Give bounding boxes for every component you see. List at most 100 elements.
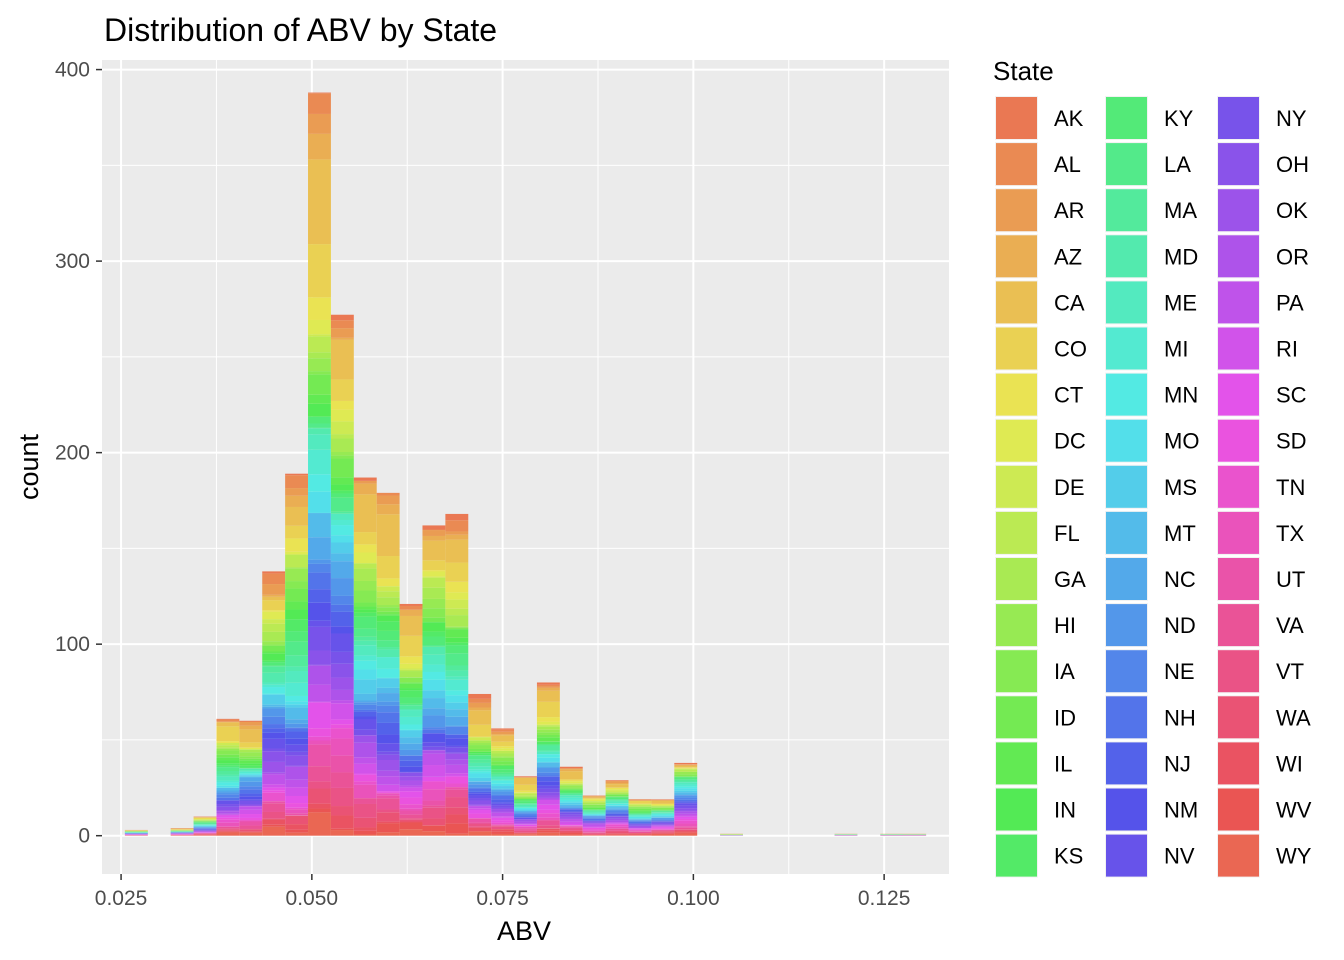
bar-segment-NC <box>559 806 583 808</box>
bar-segment-MA <box>605 799 629 801</box>
bar-segment-WI <box>399 821 423 823</box>
bar-segment-RI <box>330 703 354 720</box>
bar-segment-NC <box>536 766 560 769</box>
bar-segment-WV <box>330 828 354 831</box>
bar-segment-NH <box>491 796 515 800</box>
bar-segment-AZ <box>559 769 583 772</box>
bar-segment-KS <box>262 660 286 663</box>
bar-segment-MI <box>445 679 469 691</box>
bar-segment-WY <box>651 834 675 836</box>
bar-segment-DE <box>422 576 446 578</box>
bar-segment-KY <box>193 822 217 823</box>
bar-segment-AZ <box>330 337 354 340</box>
bar-segment-MT <box>514 810 537 812</box>
bar-segment-MT <box>285 707 309 720</box>
y-tick-label: 100 <box>55 633 90 656</box>
bar-segment-MT <box>376 687 400 694</box>
bar-segment-NE <box>308 563 331 573</box>
bar-segment-WA <box>559 830 583 832</box>
bar-segment-TX <box>285 809 309 814</box>
bar-segment-CA <box>491 735 515 742</box>
bar-segment-NH <box>628 821 652 824</box>
bar-segment-ND <box>239 781 263 787</box>
bar-segment-MI <box>674 784 698 787</box>
bar-segment-NE <box>353 704 377 710</box>
bar-segment-HI <box>216 748 240 751</box>
bar-segment-GA <box>445 615 469 627</box>
bar-segment-IN <box>468 751 492 754</box>
bar-segment-NH <box>582 818 606 821</box>
bar-segment-PA <box>239 806 263 810</box>
bar-segment-CO <box>559 779 583 781</box>
bar-segment-VA <box>376 798 400 810</box>
bar-segment-FL <box>399 669 423 672</box>
bar-segment-DE <box>445 599 469 609</box>
bar-segment-NE <box>536 772 560 776</box>
bar-segment-SC <box>536 804 560 810</box>
legend-swatch-NY <box>1218 97 1259 139</box>
bar-segment-NC <box>674 794 698 796</box>
y-axis-title: count <box>14 433 44 500</box>
legend-swatch-WV <box>1218 788 1259 831</box>
bar-segment-MS <box>330 542 354 554</box>
bar-segment-KY <box>605 797 629 800</box>
bar-segment-ME <box>308 434 331 450</box>
bar-segment-MA <box>536 745 560 751</box>
bar-segment-WI <box>330 815 354 829</box>
bar-segment-NM <box>308 602 331 621</box>
bar-segment-NE <box>468 787 492 789</box>
bar-segment-WV <box>353 830 377 835</box>
bar-segment-MO <box>422 679 446 691</box>
bar-segment-WY <box>445 833 469 836</box>
bar-segment-ND <box>376 701 400 706</box>
bar-segment-DE <box>399 668 423 670</box>
bar-segment-MI <box>628 815 652 817</box>
bar-segment-NC <box>353 700 377 703</box>
bar-segment-LA <box>216 767 240 772</box>
bar-segment-NC <box>445 716 469 726</box>
bar-segment-MD <box>353 640 377 646</box>
bar-segment-AK <box>559 766 583 769</box>
bar-segment-OK <box>353 735 377 743</box>
bar-segment-MO <box>262 693 286 695</box>
legend-label: IL <box>1054 751 1072 776</box>
bar-segment-NJ <box>239 793 263 797</box>
bar-segment-MO <box>674 788 698 791</box>
bar-segment-TX <box>468 818 492 819</box>
bar-segment-NY <box>559 812 583 815</box>
bar-segment-IN <box>628 811 652 813</box>
bar-segment-VT <box>353 803 377 818</box>
bar-segment-RI <box>353 763 377 774</box>
bar-segment-ID <box>651 809 675 810</box>
bar-segment-IL <box>239 760 263 764</box>
bar-segment-WA <box>445 807 469 815</box>
bar-segment-KY <box>674 777 698 779</box>
bar-segment-NV <box>536 785 560 789</box>
bar-segment-PA <box>651 825 675 827</box>
bar-segment-AR <box>468 702 492 708</box>
bar-segment-PA <box>262 774 286 785</box>
bar-segment-NH <box>193 828 217 829</box>
bar-segment-RI <box>674 815 698 817</box>
bar-segment-MO <box>514 809 537 811</box>
bar-segment-AK <box>399 603 423 606</box>
bar-segment-OR <box>216 811 240 814</box>
bar-segment-HI <box>422 598 446 609</box>
bar-segment-WV <box>376 823 400 833</box>
bar-segment-WV <box>628 834 652 836</box>
bar-segment-NE <box>330 595 354 605</box>
bar-segment-MI <box>605 803 629 804</box>
legend-label: NC <box>1164 567 1196 592</box>
bar-segment-GA <box>468 740 492 744</box>
bar-segment-ID <box>491 761 515 765</box>
bar-segment-ID <box>445 628 469 630</box>
bar-segment-MD <box>674 781 698 783</box>
bar-segment-WY <box>376 832 400 836</box>
bar-segment-NH <box>674 799 698 802</box>
bar-segment-LA <box>445 653 469 666</box>
bar-segment-PA <box>582 824 606 827</box>
bar-segment-CT <box>193 818 217 820</box>
bar-segment-OK <box>536 795 560 798</box>
bar-segment-WV <box>491 831 515 834</box>
bar-segment-NE <box>376 705 400 713</box>
